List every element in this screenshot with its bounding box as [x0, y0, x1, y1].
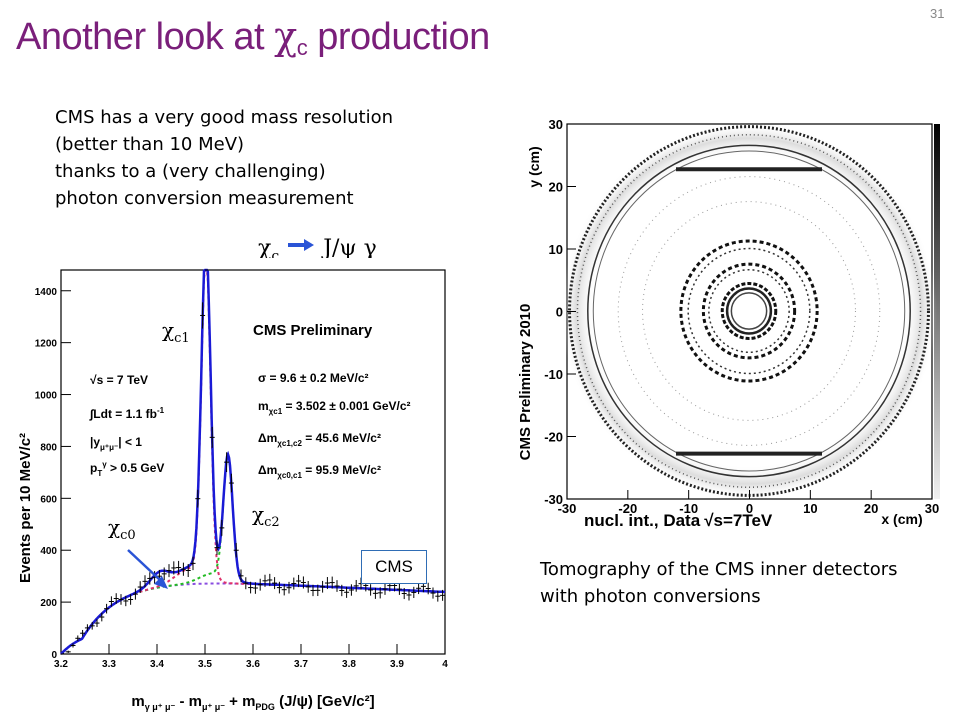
tomo-y-tick-label: -20	[544, 430, 563, 445]
fit-mass: mχc1 = 3.502 ± 0.001 GeV/c²	[258, 399, 411, 416]
x-tick-label: 3.4	[150, 659, 164, 670]
title-chi-sub: c	[296, 35, 308, 60]
tomo-y-title: y (cm)	[526, 146, 542, 187]
bottom-support-bar	[676, 451, 822, 456]
title-text: Another look at	[16, 16, 275, 58]
chi-c1-label: χc1	[162, 318, 190, 346]
support-tube-ring	[592, 150, 906, 472]
intro-line: CMS has a very good mass resolution	[55, 107, 394, 128]
outer-haze	[561, 123, 937, 499]
tomo-x-tick-label: -30	[558, 501, 577, 516]
x-tick-label: 4	[442, 659, 448, 670]
tomography-caption: Tomography of the CMS inner detectors wi…	[540, 556, 950, 610]
fit-delta-m-2: Δmχc0,c1 = 95.9 MeV/c²	[258, 463, 381, 480]
fit-sigma: σ = 9.6 ± 0.2 MeV/c²	[258, 371, 369, 385]
intro-line: photon conversion measurement	[55, 188, 354, 209]
y-tick-label: 1200	[35, 339, 58, 350]
tomo-footer: nucl. int., Data √s=7TeV	[584, 511, 773, 530]
y-tick-label: 600	[40, 494, 57, 505]
tomo-y-tick-label: -30	[544, 492, 563, 507]
tib-ring	[617, 176, 881, 446]
x-tick-label: 3.9	[390, 659, 404, 670]
tomo-x-title: x (cm)	[881, 511, 922, 527]
y-tick-label: 200	[40, 598, 57, 609]
decay-chi: χ	[258, 236, 272, 261]
y-tick-label: 1000	[35, 391, 58, 402]
tomo-colorbar	[934, 124, 940, 499]
plot-curves	[60, 268, 446, 655]
tomo-x-tick-label: -20	[618, 501, 637, 516]
x-axis-title: mγ μ⁺ μ⁻ - mμ⁺ μ⁻ + mPDG (J/ψ) [GeV/c²]	[131, 693, 374, 712]
intro-line: (better than 10 MeV)	[55, 134, 245, 155]
cms-label-box: CMS	[361, 550, 427, 584]
pixel-layer-3	[679, 239, 819, 383]
fit-delta-m-1: Δmχc1,c2 = 45.6 MeV/c²	[258, 431, 381, 448]
tomo-y-tick-label: 30	[549, 117, 563, 132]
sqrt-s-label: √s = 7 TeV	[90, 373, 148, 387]
tomo-y-tick-label: 20	[549, 180, 563, 195]
tomo-x-tick-label: 0	[746, 501, 753, 516]
tomo-x-tick-label: -10	[679, 501, 698, 516]
x-tick-label: 3.8	[342, 659, 356, 670]
plot-background	[8, 258, 450, 716]
decay-formula: χc J/ψ γ	[258, 236, 377, 264]
title-end: production	[307, 16, 490, 58]
support-tube-ring	[587, 144, 911, 478]
tomo-x-tick-label: 10	[803, 501, 817, 516]
pixel-layer-2	[701, 262, 797, 360]
y-tick-label: 1400	[35, 287, 58, 298]
pixel-layer-2b	[708, 269, 790, 353]
intro-line: thanks to a (very challenging)	[55, 161, 326, 182]
caption-line: Tomography of the CMS inner detectors	[540, 559, 898, 580]
decay-products: J/ψ γ	[323, 236, 377, 261]
mass-spectrum-plot: 3.2 3.3 3.4 3.5 3.6 3.7 3.8 3.9 4 0 200 400 600 800 10…	[8, 258, 450, 716]
x-tick-label: 3.7	[294, 659, 308, 670]
pt-cut: pTγ > 0.5 GeV	[90, 460, 164, 478]
y-tick-label: 800	[40, 442, 57, 453]
pixel-layer-3b	[687, 247, 811, 375]
chi-c2-label: χc2	[252, 502, 280, 530]
decay-chi-sub: c	[271, 248, 280, 265]
tib-ring	[642, 201, 856, 421]
slide-number: 31	[930, 6, 945, 21]
tomo-y-tick-label: 0	[556, 305, 563, 320]
tomo-y-tick-label: -10	[544, 367, 563, 382]
outer-tracker-ring	[576, 134, 922, 488]
plot-ticks: 3.2 3.3 3.4 3.5 3.6 3.7 3.8 3.9 4 0 200 400 600 800 10…	[35, 287, 448, 670]
chi-c0-arrow	[127, 549, 168, 589]
lumi-label: ∫Ldt = 1.1 fb-1	[89, 406, 165, 421]
tomo-x-tick-label: 20	[864, 501, 878, 516]
intro-text: CMS has a very good mass resolution (bet…	[55, 104, 475, 212]
caption-line: with photon conversions	[540, 586, 761, 607]
x-tick-label: 3.3	[102, 659, 116, 670]
total-fit-curve	[60, 268, 446, 655]
top-support-bar	[676, 167, 822, 172]
y-tick-label: 0	[51, 650, 57, 661]
tomo-y-tick-label: 10	[549, 242, 563, 257]
chi-c0-label: χc0	[108, 515, 136, 543]
beam-pipe-inner	[730, 292, 768, 330]
x-tick-label: 3.5	[198, 659, 212, 670]
x-tick-label: 3.6	[246, 659, 260, 670]
tomo-prelim-label: CMS Preliminary 2010	[517, 304, 534, 461]
tomo-x-tick-label: 30	[925, 501, 939, 516]
pixel-layer-1	[720, 282, 778, 340]
slide-title: Another look at χc production	[16, 14, 490, 61]
beam-pipe	[725, 287, 773, 335]
tomo-ticks: -30 -20 -10 0 10 20 30 30 20 10 0 -10 -20 -30	[544, 117, 939, 516]
y-axis-title: Events per 10 MeV/c²	[17, 433, 34, 583]
y-tick-label: 400	[40, 546, 57, 557]
x-tick-label: 3.2	[54, 659, 68, 670]
plot-header: CMS Preliminary	[253, 322, 373, 339]
title-chi: χ	[274, 14, 297, 58]
arrow-right-icon	[288, 239, 315, 251]
rapidity-cut: |yμ⁺μ⁻| < 1	[90, 435, 142, 452]
detector-rings	[561, 123, 937, 499]
